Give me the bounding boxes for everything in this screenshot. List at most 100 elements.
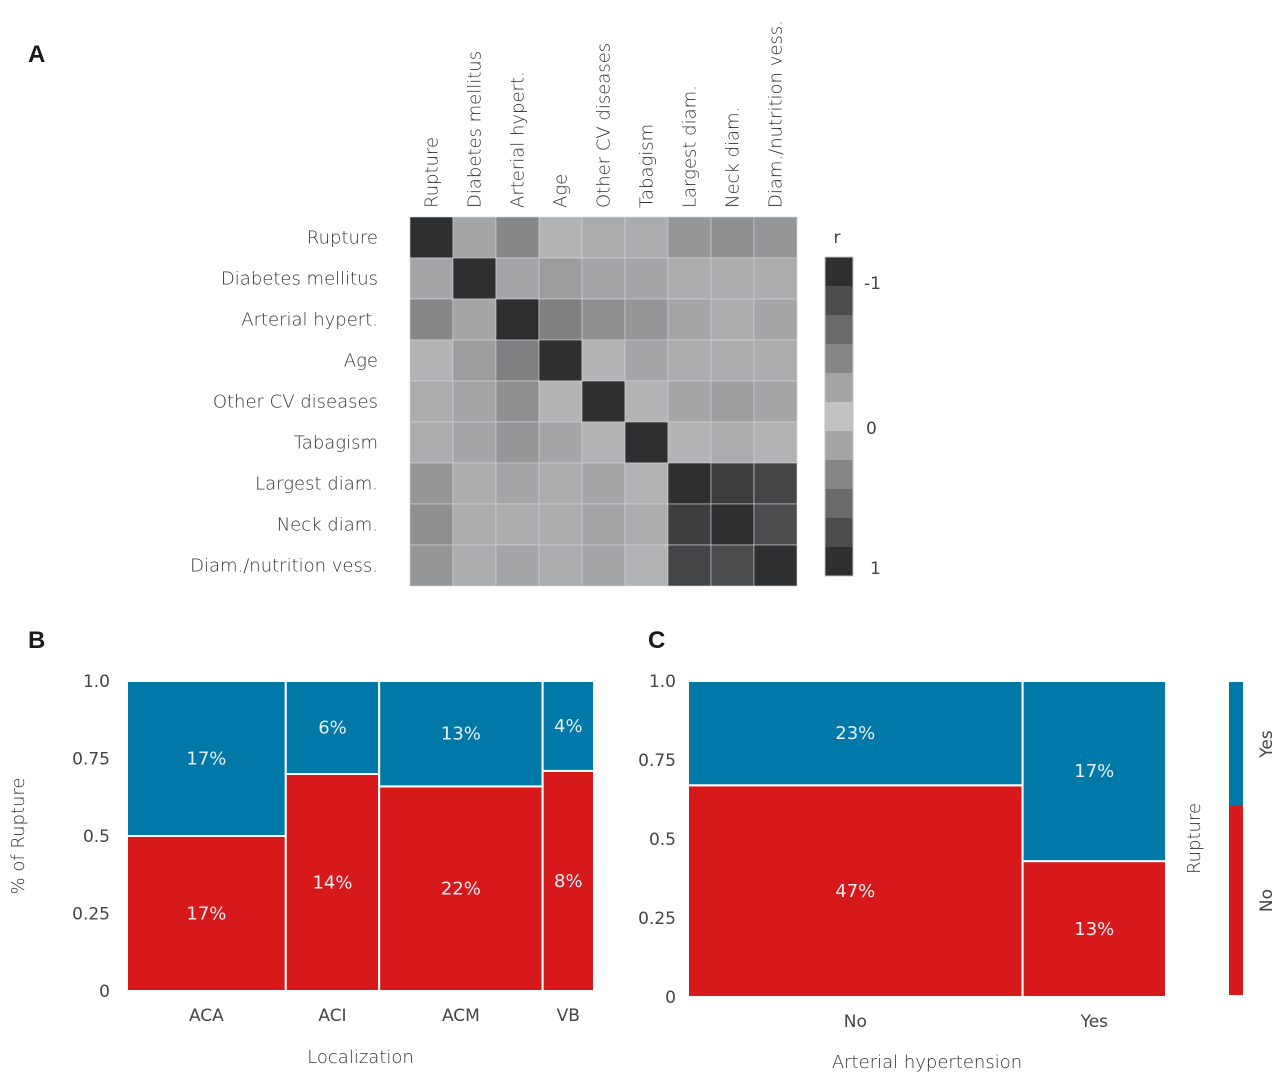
heatmap-cell — [452, 298, 497, 341]
heatmap-cell — [409, 503, 454, 546]
mosaic-tile-yes — [1021, 680, 1167, 863]
heatmap-cell — [581, 503, 626, 546]
heatmap-cell — [409, 380, 454, 423]
heatmap-cell — [495, 339, 540, 382]
heatmap-row-label: Tabagism — [294, 433, 378, 454]
heatmap-cell — [495, 380, 540, 423]
mosaic-tile-no — [1021, 860, 1167, 998]
colorbar-title: r — [834, 228, 841, 248]
heatmap-cell — [581, 421, 626, 464]
heatmap-cell — [495, 298, 540, 341]
panel-letter-a: A — [28, 41, 45, 68]
y-tick-label: 0.5 — [649, 830, 676, 850]
heatmap-cell — [710, 216, 755, 259]
heatmap-cell — [667, 339, 712, 382]
heatmap-cell — [710, 298, 755, 341]
heatmap-cell — [710, 544, 755, 587]
heatmap-cell — [538, 216, 583, 259]
mosaic-tile-no — [687, 784, 1024, 999]
heatmap-cell — [624, 298, 669, 341]
heatmap-cell — [452, 339, 497, 382]
heatmap-cell — [452, 257, 497, 300]
colorbar-frame — [824, 256, 854, 577]
colorbar-swatch — [825, 286, 853, 315]
heatmap-cell — [753, 380, 798, 423]
heatmap-cell — [581, 380, 626, 423]
heatmap-row-label: Diabetes mellitus — [221, 269, 378, 290]
heatmap-cell — [667, 298, 712, 341]
colorbar-tick-label: 1 — [870, 559, 881, 579]
heatmap-column-label: Diabetes mellitus — [465, 51, 486, 208]
heatmap-cell — [495, 421, 540, 464]
mosaic-tile-yes — [378, 680, 544, 788]
mosaic-tile-yes — [687, 680, 1024, 787]
y-axis-label: % of Rupture — [8, 778, 29, 895]
heatmap-cell — [753, 216, 798, 259]
heatmap-cell — [581, 257, 626, 300]
heatmap-cell — [581, 339, 626, 382]
x-tick-label: ACA — [189, 1006, 224, 1026]
legend-label-yes: Yes — [1257, 730, 1277, 759]
y-tick-label: 0.75 — [72, 750, 110, 770]
heatmap-cell — [581, 462, 626, 505]
heatmap-cell — [710, 503, 755, 546]
tile-label-no: 47% — [835, 881, 875, 902]
heatmap-cell — [452, 421, 497, 464]
heatmap-column-label: Age — [551, 174, 572, 208]
x-tick-label: VB — [557, 1006, 580, 1026]
heatmap-cell — [667, 257, 712, 300]
y-tick-label: 0 — [99, 982, 110, 1002]
mosaic-tile-yes — [284, 680, 381, 775]
tile-label-yes: 17% — [186, 749, 226, 770]
colorbar-swatch — [825, 460, 853, 489]
heatmap-cell — [538, 339, 583, 382]
colorbar-swatch — [825, 257, 853, 286]
heatmap-cell — [753, 339, 798, 382]
x-tick-label: ACM — [442, 1006, 480, 1026]
heatmap-row-label: Arterial hypert. — [241, 310, 378, 331]
heatmap-cell — [624, 503, 669, 546]
heatmap-column-label: Neck diam. — [723, 107, 744, 208]
heatmap-cell — [452, 462, 497, 505]
tile-label-yes: 4% — [554, 716, 583, 737]
tile-label-yes: 6% — [318, 718, 347, 739]
heatmap-column-label: Other CV diseases — [594, 43, 615, 208]
heatmap-cell — [753, 421, 798, 464]
heatmap-cell — [409, 462, 454, 505]
heatmap-cell — [538, 380, 583, 423]
heatmap-cell — [538, 421, 583, 464]
colorbar-tick-label: -1 — [864, 274, 881, 294]
hypertension-mosaic-chart: 0 0.25 0.5 0.75 1.0 47% 23% No 13% 17% Yes Arterial… — [638, 672, 1277, 1073]
heatmap-column-label: Diam./nutrition vess. — [766, 20, 787, 208]
heatmap-column-label: Rupture — [422, 137, 443, 208]
heatmap-cell — [409, 339, 454, 382]
heatmap-column-label: Arterial hypert. — [508, 71, 529, 208]
legend-label-no: No — [1257, 889, 1277, 912]
colorbar-tick-label: 0 — [866, 419, 877, 439]
y-tick-label: 0.25 — [638, 909, 676, 929]
heatmap-cell — [710, 421, 755, 464]
heatmap-cell — [624, 380, 669, 423]
heatmap-row-label: Other CV diseases — [213, 392, 378, 413]
heatmap-cell — [538, 503, 583, 546]
heatmap-row-label: Rupture — [307, 228, 378, 249]
heatmap-cell — [581, 298, 626, 341]
heatmap-cell — [409, 257, 454, 300]
heatmap-cell — [624, 421, 669, 464]
heatmap-cell — [753, 257, 798, 300]
heatmap-cell — [409, 544, 454, 587]
heatmap-cell — [495, 544, 540, 587]
tile-label-no: 8% — [554, 871, 583, 892]
heatmap-cell — [538, 462, 583, 505]
x-axis-label: Arterial hypertension — [832, 1052, 1022, 1073]
colorbar-swatch — [825, 489, 853, 518]
heatmap-cell — [753, 503, 798, 546]
heatmap-cell — [581, 544, 626, 587]
heatmap-cell — [452, 544, 497, 587]
x-tick-label: No — [844, 1012, 867, 1032]
heatmap-cell — [624, 462, 669, 505]
colorbar-swatch — [825, 518, 853, 547]
heatmap-column-label: Largest diam. — [680, 85, 701, 208]
heatmap-cell — [495, 216, 540, 259]
panel-letter-b: B — [28, 627, 45, 654]
